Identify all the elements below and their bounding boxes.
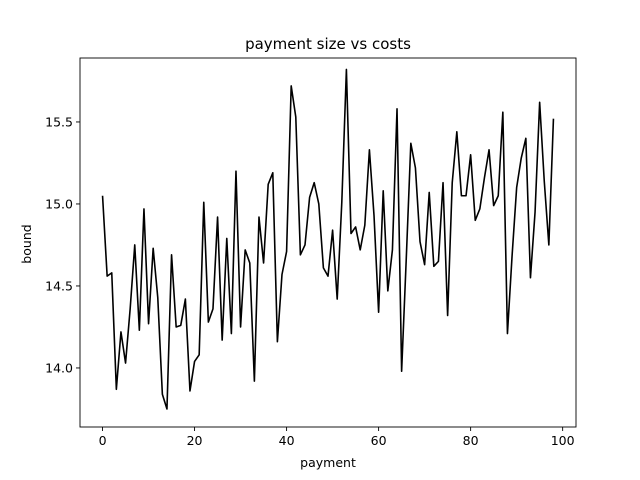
x-tick-label: 40 <box>279 433 295 448</box>
x-tick-label: 100 <box>551 433 575 448</box>
series-line <box>101 68 555 410</box>
plot-area: 0 20 40 60 80 100 14.0 14.5 15.0 15.5 <box>45 57 577 448</box>
x-tick-label: 80 <box>463 433 479 448</box>
x-tick-label: 0 <box>99 433 107 448</box>
x-tick-label: 20 <box>187 433 203 448</box>
y-tick-label: 14.5 <box>45 278 73 293</box>
y-tick-label: 15.0 <box>45 196 73 211</box>
y-tick-label: 14.0 <box>45 360 73 375</box>
x-axis-label: payment <box>300 455 356 470</box>
chart-title: payment size vs costs <box>245 35 411 53</box>
x-tick-label: 60 <box>371 433 387 448</box>
y-tick-label: 15.5 <box>45 114 73 129</box>
axes-frame <box>79 57 577 428</box>
y-axis-label: bound <box>19 224 34 263</box>
